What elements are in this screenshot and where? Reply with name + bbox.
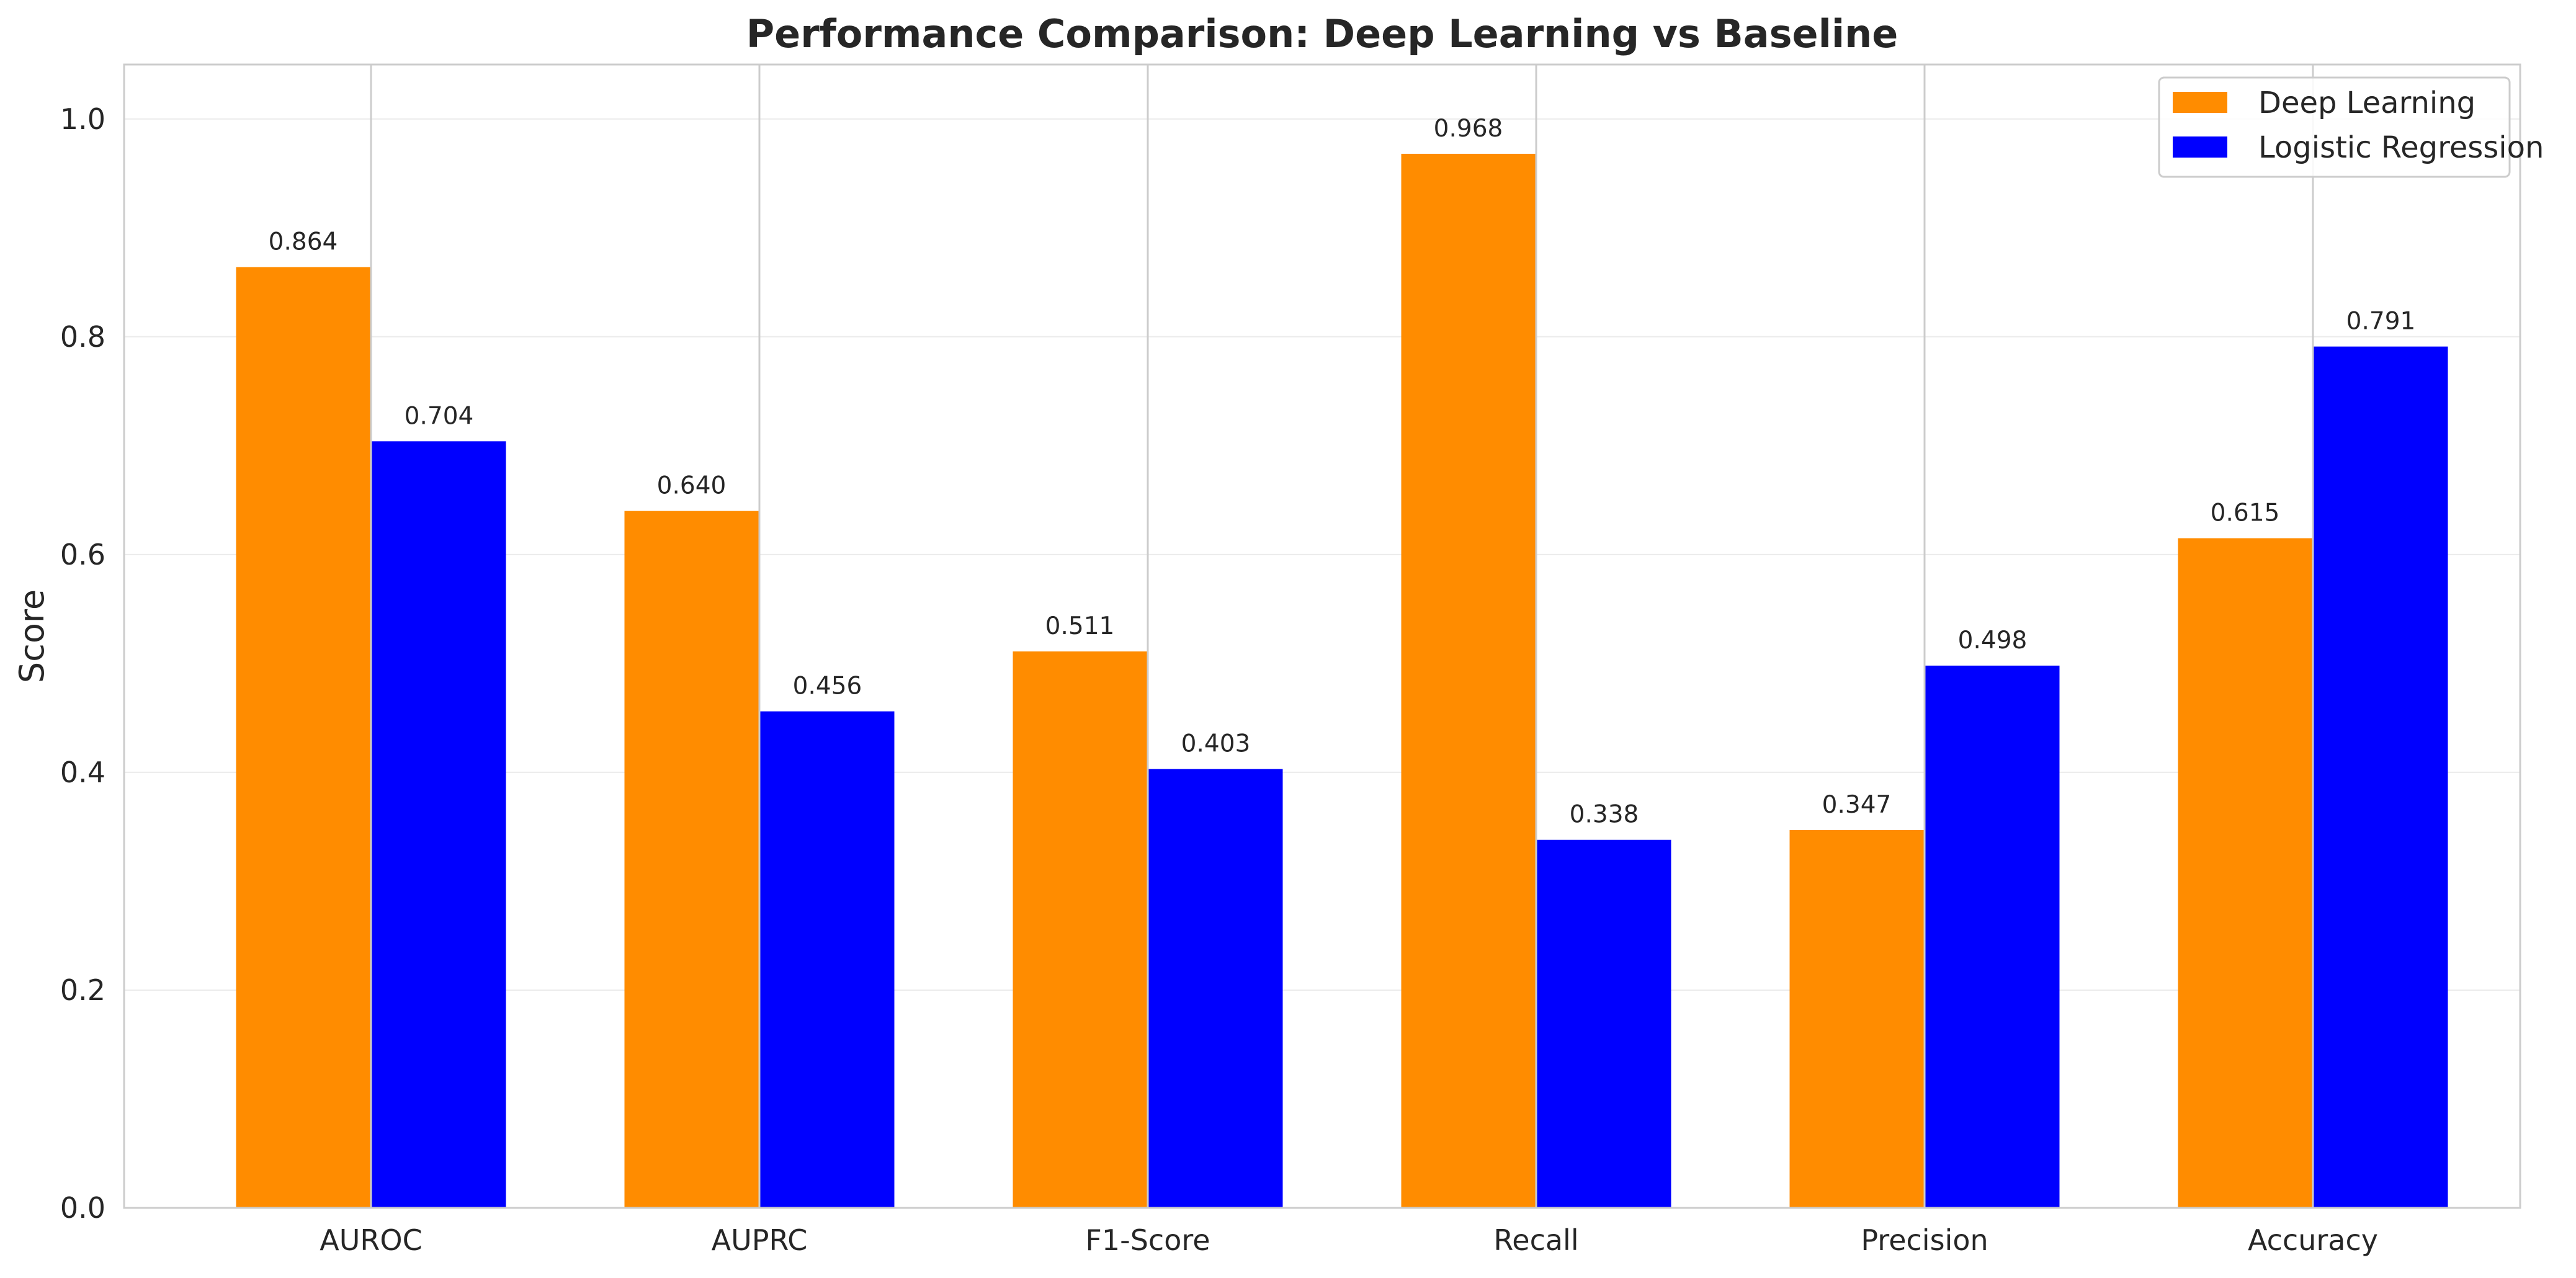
bar-value-label: 0.791 xyxy=(2346,308,2416,336)
bar-labels-layer: 0.864 0.640 0.511 0.968 0.347 0.615 0.704 0.456… xyxy=(269,115,2416,829)
legend-swatch xyxy=(2173,92,2227,113)
bar-logistic-regression-auroc xyxy=(372,441,506,1208)
y-tick-label: 0.4 xyxy=(60,756,105,789)
bars-layer xyxy=(236,153,2448,1209)
bar-value-label: 0.968 xyxy=(1434,115,1503,143)
bar-logistic-regression-precision xyxy=(1925,665,2060,1208)
legend-box xyxy=(2158,76,2511,178)
plot-frame xyxy=(123,63,2521,1209)
bar-logistic-regression-auprc xyxy=(760,711,895,1208)
bar-value-label: 0.864 xyxy=(269,228,338,256)
bar-value-label: 0.511 xyxy=(1045,612,1115,640)
y-tick-label: 0.0 xyxy=(60,1191,105,1225)
bar-value-label: 0.456 xyxy=(793,673,862,700)
legend-label: Deep Learning xyxy=(2258,86,2475,120)
y-tick-label: 0.2 xyxy=(60,973,105,1007)
bar-deep-learning-auprc xyxy=(624,511,759,1208)
bar-value-label: 0.347 xyxy=(1822,791,1892,819)
legend-label: Logistic Regression xyxy=(2258,130,2544,165)
legend-swatch xyxy=(2173,136,2227,158)
bar-value-label: 0.498 xyxy=(1958,627,2028,655)
bar-logistic-regression-f1-score xyxy=(1148,769,1283,1208)
x-tick-label: AUROC xyxy=(320,1223,422,1257)
y-tick-label: 1.0 xyxy=(60,102,105,136)
bar-deep-learning-f1-score xyxy=(1013,651,1147,1208)
bar-logistic-regression-accuracy xyxy=(2314,346,2448,1208)
bar-value-label: 0.615 xyxy=(2211,499,2280,527)
y-tick-label: 0.6 xyxy=(60,538,105,571)
x-tick-label: Precision xyxy=(1861,1223,1988,1257)
grid-layer xyxy=(124,65,2520,1209)
bar-value-label: 0.403 xyxy=(1181,730,1251,758)
bar-logistic-regression-recall xyxy=(1537,839,1671,1208)
bar-deep-learning-recall xyxy=(1401,153,1536,1208)
y-axis-label: Score xyxy=(12,589,51,683)
x-axis: AUROC AUPRC F1-Score Recall Precision Accurac… xyxy=(320,1223,2378,1257)
bar-value-label: 0.338 xyxy=(1570,801,1639,829)
x-tick-label: AUPRC xyxy=(712,1223,808,1257)
bar-value-label: 0.640 xyxy=(657,472,727,500)
legend: Deep Learning Logistic Regression xyxy=(2158,76,2544,178)
bar-deep-learning-auroc xyxy=(236,267,370,1209)
y-axis: 0.0 0.2 0.4 0.6 0.8 1.0 xyxy=(60,102,105,1225)
x-tick-label: F1-Score xyxy=(1085,1223,1210,1257)
x-tick-label: Accuracy xyxy=(2248,1223,2378,1257)
y-tick-label: 0.8 xyxy=(60,320,105,354)
bar-deep-learning-precision xyxy=(1789,829,1924,1208)
x-tick-label: Recall xyxy=(1493,1223,1578,1257)
chart-title: Performance Comparison: Deep Learning vs… xyxy=(746,11,1898,56)
bar-value-label: 0.704 xyxy=(405,402,474,430)
bar-deep-learning-accuracy xyxy=(2178,538,2312,1208)
